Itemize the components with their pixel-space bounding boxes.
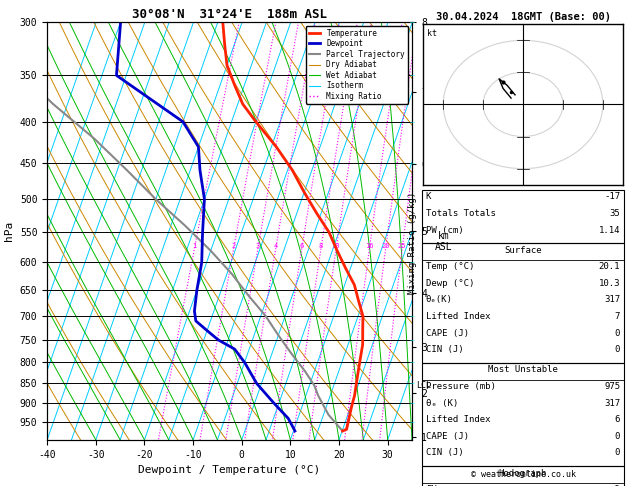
Text: EH: EH bbox=[426, 485, 437, 486]
Text: 30.04.2024  18GMT (Base: 00): 30.04.2024 18GMT (Base: 00) bbox=[435, 12, 611, 22]
Text: 975: 975 bbox=[604, 382, 620, 391]
Text: Lifted Index: Lifted Index bbox=[426, 415, 491, 424]
Text: Lifted Index: Lifted Index bbox=[426, 312, 491, 321]
Text: 35: 35 bbox=[610, 209, 620, 218]
Text: Dewp (°C): Dewp (°C) bbox=[426, 279, 474, 288]
Text: Temp (°C): Temp (°C) bbox=[426, 262, 474, 272]
Text: 0: 0 bbox=[615, 345, 620, 354]
Text: 2: 2 bbox=[231, 243, 235, 249]
Text: 7: 7 bbox=[615, 312, 620, 321]
Text: Most Unstable: Most Unstable bbox=[488, 365, 558, 375]
Text: 8: 8 bbox=[318, 243, 323, 249]
Text: 0: 0 bbox=[615, 432, 620, 441]
Text: 0: 0 bbox=[615, 448, 620, 457]
Text: 4: 4 bbox=[273, 243, 277, 249]
Text: LCL: LCL bbox=[416, 381, 431, 390]
Text: 1: 1 bbox=[192, 243, 196, 249]
Text: © weatheronline.co.uk: © weatheronline.co.uk bbox=[470, 469, 576, 479]
Text: 10: 10 bbox=[331, 243, 340, 249]
Text: 10.3: 10.3 bbox=[599, 279, 620, 288]
Text: PW (cm): PW (cm) bbox=[426, 226, 464, 235]
Text: 6: 6 bbox=[615, 415, 620, 424]
Text: Surface: Surface bbox=[504, 246, 542, 255]
Text: 1.14: 1.14 bbox=[599, 226, 620, 235]
Text: K: K bbox=[426, 192, 431, 202]
Text: kt: kt bbox=[427, 29, 437, 38]
Text: θₑ(K): θₑ(K) bbox=[426, 295, 453, 305]
Text: CIN (J): CIN (J) bbox=[426, 448, 464, 457]
Text: 20.1: 20.1 bbox=[599, 262, 620, 272]
Text: 3: 3 bbox=[255, 243, 260, 249]
Title: 30°08'N  31°24'E  188m ASL: 30°08'N 31°24'E 188m ASL bbox=[132, 8, 327, 21]
Text: 20: 20 bbox=[381, 243, 389, 249]
Text: 16: 16 bbox=[365, 243, 374, 249]
Text: Pressure (mb): Pressure (mb) bbox=[426, 382, 496, 391]
Text: CAPE (J): CAPE (J) bbox=[426, 329, 469, 338]
Text: Mixing Ratio (g/kg): Mixing Ratio (g/kg) bbox=[408, 192, 416, 294]
Text: CAPE (J): CAPE (J) bbox=[426, 432, 469, 441]
Text: 317: 317 bbox=[604, 399, 620, 408]
Text: 0: 0 bbox=[615, 329, 620, 338]
Legend: Temperature, Dewpoint, Parcel Trajectory, Dry Adiabat, Wet Adiabat, Isotherm, Mi: Temperature, Dewpoint, Parcel Trajectory… bbox=[306, 26, 408, 104]
Text: 6: 6 bbox=[299, 243, 304, 249]
Y-axis label: hPa: hPa bbox=[4, 221, 14, 241]
Y-axis label: km
ASL: km ASL bbox=[435, 231, 452, 252]
X-axis label: Dewpoint / Temperature (°C): Dewpoint / Temperature (°C) bbox=[138, 465, 321, 475]
Text: -9: -9 bbox=[610, 485, 620, 486]
Text: θₑ (K): θₑ (K) bbox=[426, 399, 458, 408]
Text: Totals Totals: Totals Totals bbox=[426, 209, 496, 218]
Text: -17: -17 bbox=[604, 192, 620, 202]
Text: 25: 25 bbox=[398, 243, 406, 249]
Text: 317: 317 bbox=[604, 295, 620, 305]
Text: CIN (J): CIN (J) bbox=[426, 345, 464, 354]
Text: Hodograph: Hodograph bbox=[499, 469, 547, 478]
